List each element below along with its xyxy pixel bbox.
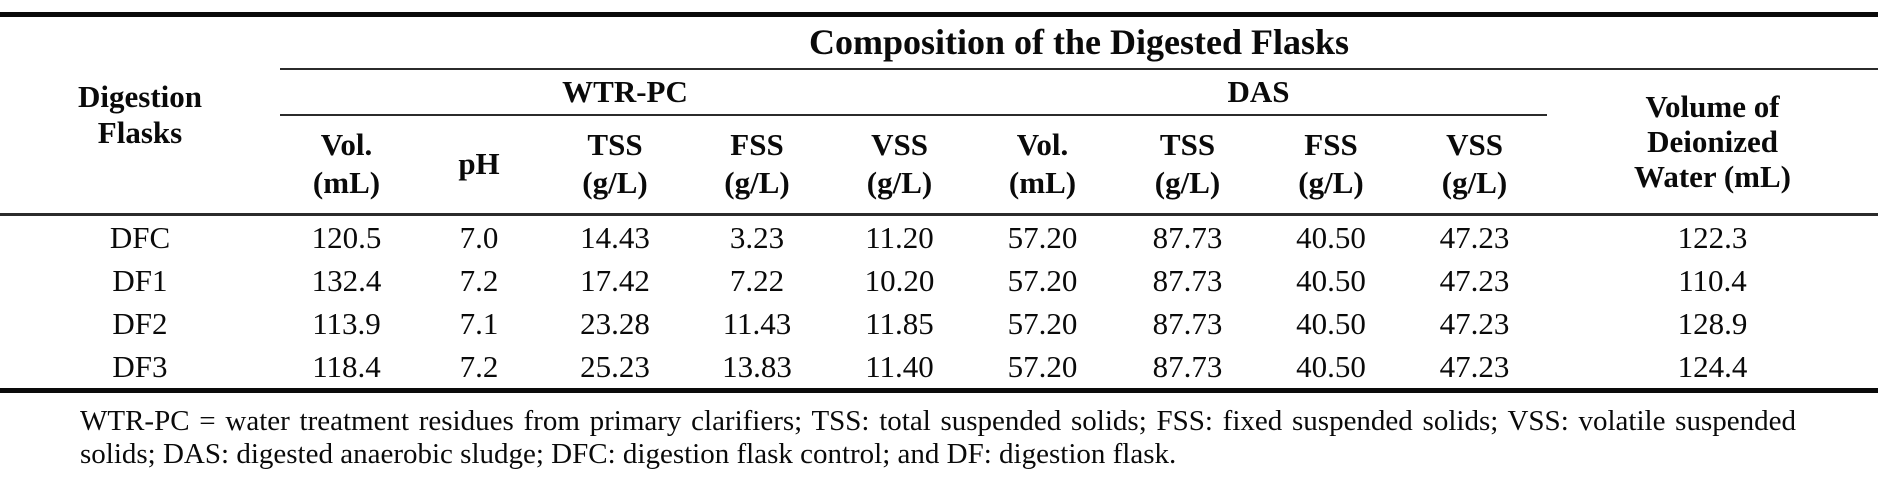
cell-wtrpc-ph: 7.1 [459, 306, 499, 341]
cell-wtrpc-vss: 11.40 [865, 349, 934, 384]
cell-das-vol: 57.20 [1007, 349, 1078, 384]
cell-deionized-water: 128.9 [1677, 306, 1748, 341]
cell-wtrpc-fss: 3.23 [729, 220, 785, 255]
table-row-df3: DF3 118.4 7.2 25.23 13.83 11.40 57.20 87… [0, 345, 1878, 391]
subheader-das-vss: VSS (g/L) [1402, 114, 1547, 216]
cell-wtrpc-tss: 25.23 [580, 349, 650, 384]
cell-wtrpc-vol: 120.5 [311, 220, 382, 255]
cell-wtrpc-ph: 7.0 [459, 220, 499, 255]
cell-wtrpc-fss: 11.43 [722, 306, 792, 341]
subheader-wtrpc-tss: TSS (g/L) [545, 114, 685, 216]
subheader-das-vol: Vol. (mL) [970, 114, 1115, 216]
table-row-df2: DF2 113.9 7.1 23.28 11.43 11.85 57.20 87… [0, 302, 1878, 345]
cell-das-vss: 47.23 [1439, 220, 1510, 255]
cell-wtrpc-vol: 118.4 [312, 349, 381, 384]
subheader-das-tss: TSS (g/L) [1115, 114, 1260, 216]
cell-das-vol: 57.20 [1007, 306, 1078, 341]
cell-das-tss: 87.73 [1152, 349, 1223, 384]
cell-das-vss: 47.23 [1439, 349, 1510, 384]
cell-das-fss: 40.50 [1296, 306, 1366, 341]
cell-das-vol: 57.20 [1007, 220, 1078, 255]
cell-wtrpc-vss: 10.20 [864, 263, 935, 298]
table-title-row: Digestion Flasks Composition of the Dige… [0, 14, 1878, 216]
cell-das-vss: 47.23 [1439, 263, 1510, 298]
cell-wtrpc-fss: 7.22 [729, 263, 785, 298]
cell-wtrpc-tss: 17.42 [580, 263, 650, 298]
cell-wtrpc-fss: 13.83 [722, 349, 792, 384]
cell-wtrpc-vss: 11.20 [865, 220, 934, 255]
cell-wtrpc-tss: 23.28 [580, 306, 650, 341]
cell-das-fss: 40.50 [1296, 263, 1366, 298]
group-header-wtrpc: WTR-PC [280, 68, 970, 116]
table-title: Composition of the Digested Flasks [280, 14, 1878, 70]
composition-table: Digestion Flasks Composition of the Dige… [0, 12, 1878, 393]
cell-das-tss: 87.73 [1152, 263, 1223, 298]
cell-wtrpc-ph: 7.2 [459, 263, 499, 298]
table-footnote: WTR-PC = water treatment residues from p… [80, 405, 1796, 470]
group-header-row: WTR-PC DAS Volume of Deionized Water (mL… [0, 68, 1878, 216]
cell-wtrpc-vol: 132.4 [311, 263, 382, 298]
subheader-wtrpc-fss: FSS (g/L) [685, 114, 829, 216]
table-row-df1: DF1 132.4 7.2 17.42 7.22 10.20 57.20 87.… [0, 259, 1878, 302]
cell-deionized-water: 110.4 [1678, 263, 1747, 298]
cell-deionized-water: 124.4 [1677, 349, 1748, 384]
corner-header-digestion-flasks: Digestion Flasks [0, 14, 280, 216]
row-label: DF2 [112, 306, 168, 341]
cell-wtrpc-vol: 113.9 [312, 306, 381, 341]
cell-das-tss: 87.73 [1152, 306, 1223, 341]
cell-wtrpc-vss: 11.85 [865, 306, 934, 341]
cell-wtrpc-tss: 14.43 [580, 220, 650, 255]
row-label: DFC [109, 220, 171, 255]
table-row-dfc: DFC 120.5 7.0 14.43 3.23 11.20 57.20 87.… [0, 215, 1878, 260]
subheader-das-fss: FSS (g/L) [1260, 114, 1402, 216]
cell-deionized-water: 122.3 [1677, 220, 1748, 255]
subheader-wtrpc-vol: Vol. (mL) [280, 114, 413, 216]
cell-das-fss: 40.50 [1296, 220, 1366, 255]
paper-table-figure: Digestion Flasks Composition of the Dige… [0, 12, 1878, 471]
cell-das-fss: 40.50 [1296, 349, 1366, 384]
cell-wtrpc-ph: 7.2 [459, 349, 499, 384]
row-label: DF3 [112, 349, 168, 384]
volume-deionized-water-header: Volume of Deionized Water (mL) [1547, 68, 1878, 216]
cell-das-vss: 47.23 [1439, 306, 1510, 341]
subheader-wtrpc-ph: pH [413, 114, 545, 216]
row-label: DF1 [112, 263, 168, 298]
subheader-wtrpc-vss: VSS (g/L) [829, 114, 970, 216]
cell-das-vol: 57.20 [1007, 263, 1078, 298]
cell-das-tss: 87.73 [1152, 220, 1223, 255]
subheader-row: Vol. (mL) pH TSS (g/L) FSS (g/L) VSS (g/… [0, 114, 1878, 216]
group-header-das: DAS [970, 68, 1547, 116]
